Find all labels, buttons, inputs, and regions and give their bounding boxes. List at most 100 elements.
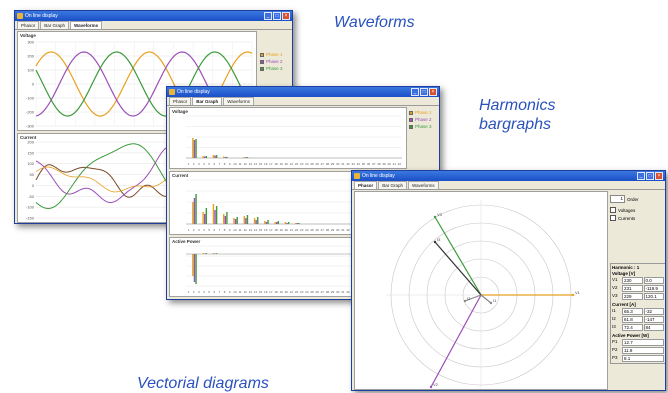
currents-checkbox[interactable] (610, 215, 616, 221)
harmonics-titlebar[interactable]: On line display _ □ × (167, 87, 439, 97)
harmonic-bar (295, 223, 297, 224)
harmonics-tabs: Phasor Bar Graph Waveforms (167, 97, 439, 106)
phasor-v1-tip (571, 293, 575, 297)
power-value: 11.9 (622, 347, 664, 354)
harmonic-number-label: 8 (224, 162, 226, 166)
harmonic-number-label: 24 (305, 290, 309, 294)
window-title: On line display (362, 173, 395, 179)
caption-harmonics: Harmonics bargraphs (479, 96, 555, 134)
current-tick-label: 100 (27, 161, 34, 166)
harmonic-number-label: 21 (290, 228, 294, 232)
harmonic-number-label: 3 (198, 290, 200, 294)
legend-item-phase2[interactable]: Phase 2 (409, 116, 432, 123)
legend-item-phase1[interactable]: Phase 1 (409, 109, 432, 116)
order-input[interactable]: 1 (610, 195, 625, 203)
voltage-label: V2 (612, 285, 618, 290)
window-title: On line display (177, 89, 210, 95)
tab-bar-graph[interactable]: Bar Graph (378, 181, 408, 189)
phasor-v2 (430, 294, 482, 388)
harmonic-number-label: 7 (219, 290, 221, 294)
harmonic-number-label: 32 (346, 162, 350, 166)
harmonic-number-label: 21 (290, 290, 294, 294)
harmonic-number-label: 22 (295, 162, 299, 166)
minimize-button[interactable]: _ (264, 12, 272, 20)
phasor-titlebar[interactable]: On line display _ □ × (352, 171, 665, 181)
harmonic-number-label: 3 (198, 162, 200, 166)
current-value: -32 (643, 308, 664, 315)
legend-item-phase2[interactable]: Phase 2 (260, 58, 283, 65)
harmonic-number-label: 18 (274, 162, 278, 166)
voltage-label: V1 (612, 277, 618, 282)
tab-phasor[interactable]: Phasor (354, 181, 378, 189)
currents-checkbox-row[interactable]: Currents (610, 215, 635, 221)
harmonic-number-label: 25 (310, 228, 314, 232)
harmonic-bar (296, 223, 298, 224)
harmonic-bar (246, 215, 249, 224)
phasor-label: I3 (437, 237, 441, 242)
harmonic-bar (214, 253, 216, 254)
harmonic-header: Harmonic : 1 (612, 265, 640, 270)
harmonic-number-label: 14 (254, 290, 258, 294)
voltages-checkbox-row[interactable]: Voltages (610, 207, 635, 213)
harmonic-number-label: 14 (254, 228, 258, 232)
legend-item-phase3[interactable]: Phase 3 (260, 65, 283, 72)
maximize-button[interactable]: □ (420, 88, 428, 96)
tab-phasor[interactable]: Phasor (17, 21, 40, 29)
phasor-label: V2 (433, 382, 439, 387)
tab-waveforms[interactable]: Waveforms (70, 21, 103, 29)
phase1-swatch (260, 52, 264, 57)
tab-phasor[interactable]: Phasor (169, 97, 192, 105)
tab-bar-graph[interactable]: Bar Graph (40, 21, 70, 29)
minimize-button[interactable]: _ (637, 172, 645, 180)
harmonic-number-label: 18 (274, 290, 278, 294)
harmonic-number-label: 11 (238, 228, 241, 232)
tab-waveforms[interactable]: Waveforms (408, 181, 439, 189)
harmonic-number-label: 28 (326, 290, 330, 294)
tab-waveforms[interactable]: Waveforms (223, 97, 254, 105)
harmonic-bar (255, 220, 257, 224)
voltages-checkbox[interactable] (610, 207, 616, 213)
legend-phase3-label: Phase 3 (266, 66, 283, 71)
harmonic-bar (226, 156, 228, 158)
harmonic-number-label: 16 (264, 162, 268, 166)
close-button[interactable]: × (655, 172, 663, 180)
harmonic-number-label: 7 (219, 228, 221, 232)
legend-phase2-label: Phase 2 (415, 117, 432, 122)
close-button[interactable]: × (429, 88, 437, 96)
minimize-button[interactable]: _ (411, 88, 419, 96)
harmonic-number-label: 27 (321, 162, 325, 166)
current-row: I2 61.8 -147 (612, 316, 664, 323)
maximize-button[interactable]: □ (646, 172, 654, 180)
power-header: Active Power [W] (612, 333, 649, 338)
caption-vectorial: Vectorial diagrams (137, 375, 269, 392)
phasor-v3 (434, 216, 482, 296)
harmonic-number-label: 27 (321, 228, 325, 232)
close-button[interactable]: × (282, 12, 290, 20)
harmonic-bar (195, 139, 197, 158)
harmonic-number-label: 17 (269, 228, 273, 232)
waveforms-titlebar[interactable]: On line display _ □ × (15, 11, 292, 21)
phase3-swatch (260, 66, 264, 71)
maximize-button[interactable]: □ (273, 12, 281, 20)
voltage-harmonics-chart: 1 2 3 4 5 6 7 8 9 10 11 12 13 14 15 16 17 18 19 20 21 22 23 24 2… (186, 115, 402, 166)
harmonic-number-label: 27 (321, 290, 325, 294)
current-tick-label: 150 (27, 150, 34, 155)
current-value: 65.3 (622, 308, 643, 315)
harmonic-number-label: 25 (310, 162, 314, 166)
harmonic-number-label: 20 (285, 290, 289, 294)
voltage-waveform-phase3 (35, 51, 253, 117)
harmonic-number-label: 4 (203, 162, 205, 166)
legend-phase3-label: Phase 3 (415, 124, 432, 129)
harmonic-number-label: 24 (305, 162, 309, 166)
harmonic-bar (204, 156, 206, 158)
power-label: P1 (612, 339, 618, 344)
legend-item-phase3[interactable]: Phase 3 (409, 123, 432, 130)
legend-item-phase1[interactable]: Phase 1 (260, 51, 283, 58)
harmonic-number-label: 2 (193, 290, 195, 294)
phasor-label: V1 (575, 290, 581, 295)
harmonic-number-label: 17 (269, 290, 273, 294)
tab-bar-graph[interactable]: Bar Graph (192, 97, 223, 105)
current-label: Current (172, 173, 189, 178)
power-row: P1 12.7 (612, 339, 664, 346)
harmonic-bar (287, 222, 290, 224)
